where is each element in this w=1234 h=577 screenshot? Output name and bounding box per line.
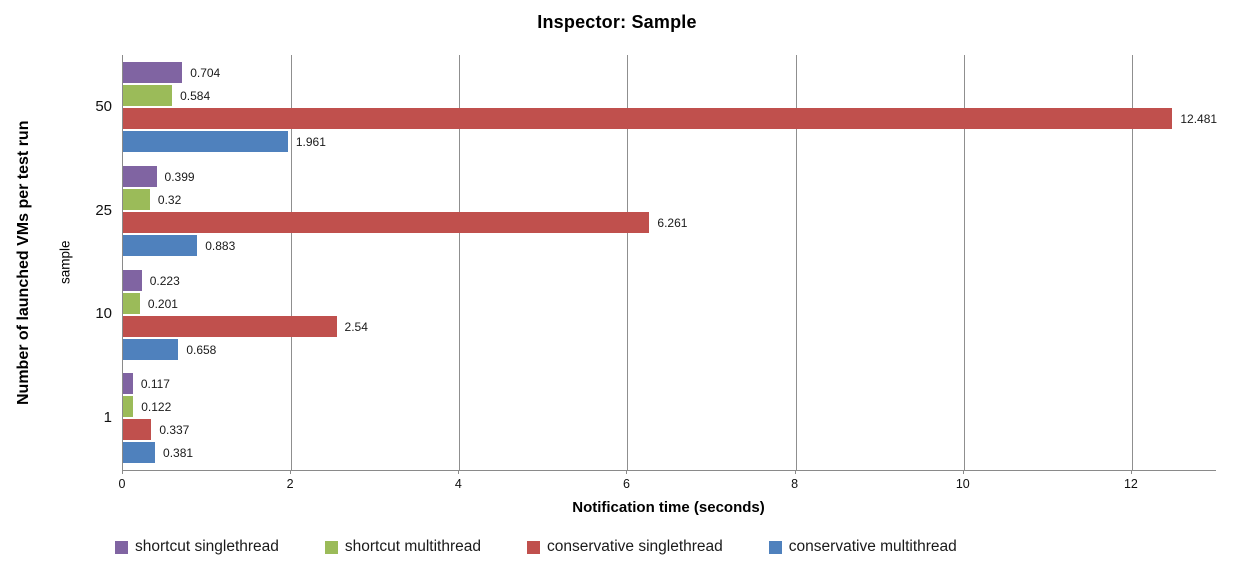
legend-item: shortcut multithread (324, 538, 482, 556)
axis-tick (794, 470, 796, 474)
axis-tick (122, 470, 123, 474)
x-tick-label: 6 (622, 477, 630, 491)
bar-value-label: 6.261 (657, 215, 688, 230)
gridline (627, 55, 629, 470)
bar-value-label: 0.337 (159, 423, 190, 438)
bar-value-label: 0.399 (164, 169, 195, 184)
axis-tick (962, 470, 964, 474)
axis-tick (458, 470, 460, 474)
gridline (291, 55, 293, 470)
bar (123, 211, 650, 233)
bar (123, 315, 337, 337)
x-axis-title: Notification time (seconds) (572, 499, 765, 516)
bar (123, 373, 133, 395)
bar (123, 442, 156, 464)
axis-tick (1130, 470, 1132, 474)
bar-value-label: 1.961 (295, 135, 326, 149)
bar-value-label: 2.54 (344, 319, 368, 334)
y-category-label: 50 (95, 97, 112, 115)
gridline (1131, 55, 1133, 470)
y-category-label: 25 (95, 201, 112, 219)
axis-tick (290, 470, 292, 474)
bar (123, 396, 134, 418)
bar (123, 108, 1173, 129)
bar (123, 165, 157, 187)
gridline (459, 55, 461, 470)
gridline (795, 55, 797, 470)
legend-swatch (527, 540, 541, 554)
bar (123, 62, 183, 83)
legend-swatch (324, 540, 338, 554)
legend: shortcut singlethread shortcut multithrea… (115, 538, 957, 556)
bar-value-label: 0.201 (147, 296, 178, 311)
y-category-label: 10 (95, 305, 112, 323)
legend-swatch (115, 540, 128, 554)
y-category-label: 1 (103, 409, 112, 427)
bar-value-label: 0.381 (163, 446, 194, 461)
bar (123, 292, 140, 314)
bar-value-label: 0.122 (141, 400, 172, 415)
bar (123, 234, 198, 256)
y-axis-title: Number of launched VMs per test run (15, 120, 32, 405)
legend-label: shortcut multithread (344, 538, 482, 555)
bar-value-label: 0.704 (190, 66, 221, 80)
bar-value-label: 0.117 (140, 377, 170, 392)
bar (123, 85, 173, 106)
legend-item: conservative multithread (768, 538, 957, 556)
y-axis-subtitle: sample (57, 240, 73, 285)
axis-tick (626, 470, 628, 474)
bar-value-label: 12.481 (1180, 112, 1218, 126)
x-tick-label: 2 (286, 477, 294, 491)
legend-item: conservative singlethread (527, 538, 723, 556)
legend-item: shortcut singlethread (115, 538, 279, 556)
x-tick-label: 8 (791, 477, 799, 491)
legend-label: conservative multithread (788, 538, 957, 555)
x-tick-label: 12 (1123, 477, 1138, 491)
bar (123, 188, 150, 210)
bar-value-label: 0.883 (205, 238, 236, 253)
legend-label: shortcut singlethread (135, 538, 279, 555)
bar (123, 419, 152, 441)
bar-value-label: 0.584 (180, 89, 211, 103)
chart-title: Inspector: Sample (537, 12, 697, 32)
gridline (963, 55, 965, 470)
x-tick-label: 10 (955, 477, 970, 491)
plot-area: 0.704 0.399 0.223 0.117 0.584 0.32 0.201 0.122 1… (122, 55, 1218, 471)
bar-value-label: 0.32 (157, 192, 182, 207)
bar (123, 269, 142, 291)
legend-swatch (768, 540, 782, 554)
bar-value-label: 0.658 (186, 342, 217, 357)
legend-label: conservative singlethread (547, 538, 723, 555)
x-tick-label: 4 (454, 477, 462, 491)
x-tick-label: 0 (118, 477, 126, 491)
bar (123, 338, 179, 360)
bar-value-label: 0.223 (149, 273, 180, 288)
bar (123, 131, 288, 152)
